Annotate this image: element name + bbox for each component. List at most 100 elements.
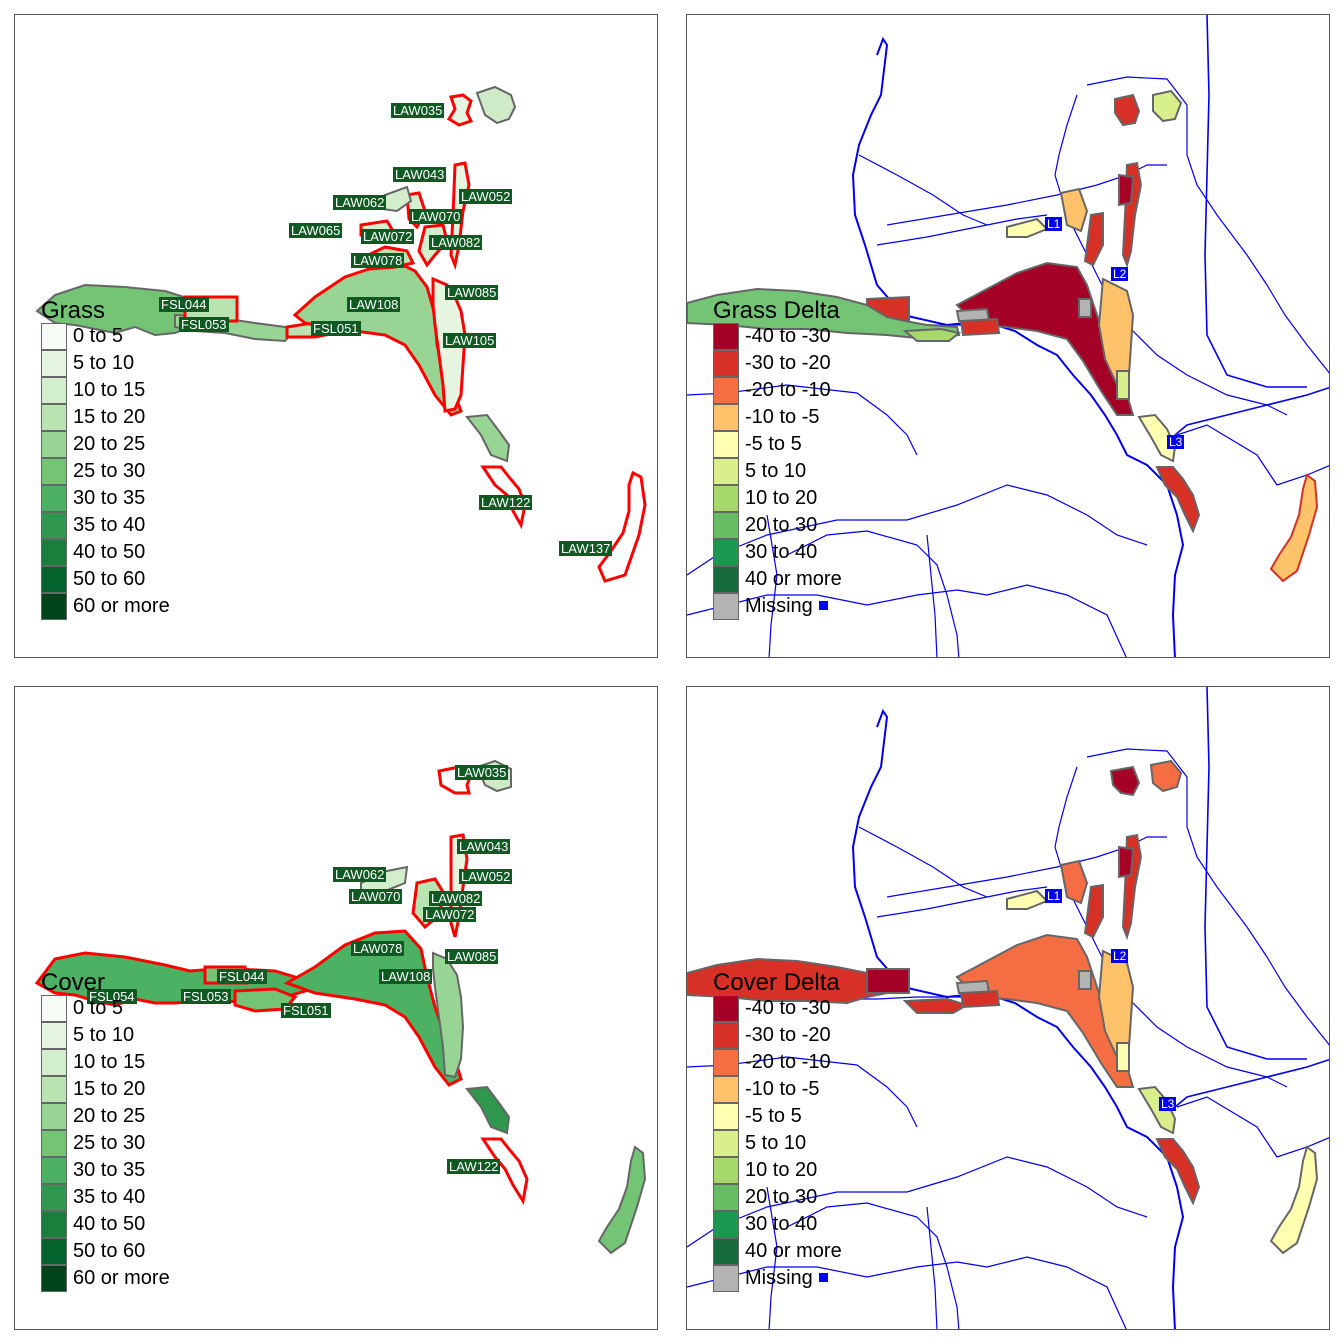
delta-polygon-west-dark (866, 968, 910, 994)
legend-swatch (41, 350, 67, 377)
legend-item: -20 to -10 (713, 377, 842, 404)
site-label: LAW070 (349, 889, 403, 904)
delta-polygon-nw-red (1114, 93, 1141, 127)
marker-l1: L1 (1045, 889, 1063, 903)
river-west-1 (786, 1202, 960, 1329)
legend-item: 40 or more (713, 1238, 842, 1265)
river-loop-4 (876, 214, 1048, 246)
river-boundary-2 (766, 1186, 778, 1329)
legend-label: 60 or more (73, 1267, 170, 1289)
legend-label: 40 or more (745, 568, 842, 590)
river-main (851, 708, 1185, 1329)
legend-item: -40 to -30 (713, 995, 842, 1022)
legend-swatch (41, 458, 67, 485)
legend-label: 30 to 35 (73, 1159, 146, 1181)
legend-items-green: 0 to 5 5 to 10 10 to 15 15 to 20 20 to 25 25 … (41, 995, 170, 1292)
site-label: LAW072 (361, 229, 415, 244)
legend-swatch (713, 593, 739, 620)
legend-label: Missing (745, 595, 813, 617)
delta-polygon-se-yellow (1137, 413, 1177, 463)
marker-l3: L3 (1159, 1097, 1177, 1111)
legend-label: 50 to 60 (73, 568, 146, 590)
legend-swatch (713, 404, 739, 431)
legend-item: 60 or more (41, 593, 170, 620)
delta-polygon-se-yellowgreen (1137, 1085, 1177, 1135)
river-west-1 (786, 530, 960, 657)
site-label: LAW043 (457, 839, 511, 854)
legend-item: 5 to 10 (41, 1022, 170, 1049)
legend-item: 15 to 20 (41, 404, 170, 431)
legend-item: 35 to 40 (41, 512, 170, 539)
legend-swatch (41, 1130, 67, 1157)
legend-label: 30 to 40 (745, 541, 818, 563)
grass-delta-map-panel: L1 L2 L3 Grass Delta -40 to -30 -30 to -2… (686, 14, 1330, 658)
river-boundary-1 (926, 1206, 938, 1329)
legend-swatch (713, 512, 739, 539)
delta-polygon-se-orange (1269, 473, 1319, 583)
legend-label: -20 to -10 (745, 379, 831, 401)
legend-item: 0 to 5 (41, 323, 170, 350)
legend-swatch (713, 539, 739, 566)
legend-swatch (41, 512, 67, 539)
cover-legend: Cover 0 to 5 5 to 10 10 to 15 15 to 20 20 to… (41, 971, 170, 1292)
legend-swatch (41, 1265, 67, 1292)
legend-swatch (41, 1103, 67, 1130)
delta-polygon-se-red (1155, 466, 1201, 534)
site-label: LAW062 (333, 195, 387, 210)
legend-item: 20 to 30 (713, 512, 842, 539)
legend-swatch (713, 1076, 739, 1103)
delta-polygon-red-2 (959, 989, 1001, 1009)
polygon-law122 (480, 465, 527, 530)
legend-item: -10 to -5 (713, 404, 842, 431)
legend-item: 20 to 30 (713, 1184, 842, 1211)
legend-item: -20 to -10 (713, 1049, 842, 1076)
cover-map-panel: LAW035 LAW043 LAW052 LAW062 LAW070 LAW08… (14, 686, 658, 1330)
legend-label: 40 to 50 (73, 1213, 146, 1235)
legend-label: -20 to -10 (745, 1051, 831, 1073)
site-label: LAW122 (479, 495, 533, 510)
legend-title: Grass Delta (713, 297, 840, 324)
river-boundary-1 (926, 534, 938, 657)
site-label: LAW082 (429, 891, 483, 906)
river-main (851, 36, 1185, 657)
site-label: LAW052 (459, 189, 513, 204)
polygon-law035-green (475, 85, 517, 125)
legend-swatch (713, 566, 739, 593)
delta-polygon-n-orange (1059, 859, 1089, 905)
legend-label: 40 or more (745, 1240, 842, 1262)
legend-label: 40 to 50 (73, 541, 146, 563)
small-blue-square (819, 601, 828, 610)
legend-swatch (41, 323, 67, 350)
legend-item: -40 to -30 (713, 323, 842, 350)
cover-delta-polygons (687, 759, 1319, 1255)
delta-polygon-n-mid (1083, 883, 1104, 939)
legend-swatch (713, 1184, 739, 1211)
delta-polygon-light-yellow-1 (1116, 1042, 1130, 1072)
marker-l2: L2 (1111, 267, 1129, 281)
small-blue-square (819, 1273, 828, 1282)
delta-polygon-nw-yellowgreen (1152, 89, 1183, 123)
legend-label: 15 to 20 (73, 406, 146, 428)
legend-item: 30 to 40 (713, 539, 842, 566)
legend-label: 10 to 15 (73, 379, 146, 401)
legend-swatch (713, 323, 739, 350)
polygon-law035 (446, 93, 474, 127)
legend-label: 10 to 20 (745, 1159, 818, 1181)
legend-swatch (41, 1238, 67, 1265)
site-label: LAW122 (447, 1159, 501, 1174)
site-label: LAW035 (391, 103, 445, 118)
river-blue-north (1204, 687, 1307, 1060)
legend-item: 5 to 10 (41, 350, 170, 377)
legend-swatch (713, 1238, 739, 1265)
river-tributary-3 (687, 584, 1127, 657)
delta-polygon-n-yellow (1006, 889, 1049, 910)
legend-title: Cover (41, 969, 106, 996)
legend-item: 15 to 20 (41, 1076, 170, 1103)
legend-label: 10 to 15 (73, 1051, 146, 1073)
legend-label: 5 to 10 (745, 460, 807, 482)
site-label: LAW072 (423, 907, 477, 922)
legend-item: -10 to -5 (713, 1076, 842, 1103)
legend-label: 30 to 35 (73, 487, 146, 509)
legend-label: -10 to -5 (745, 406, 820, 428)
site-label: LAW108 (379, 969, 433, 984)
